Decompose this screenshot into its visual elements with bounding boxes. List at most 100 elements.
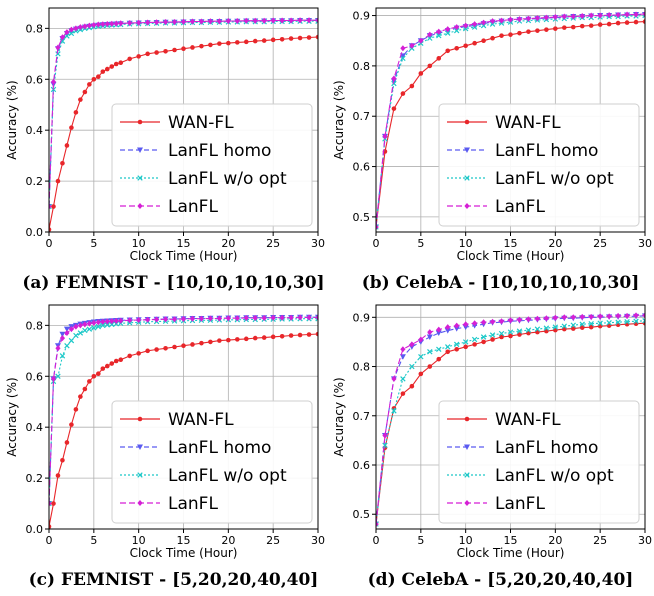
data-point <box>525 316 532 323</box>
data-point <box>376 224 379 230</box>
data-point <box>454 45 460 51</box>
data-point <box>409 83 415 89</box>
data-point <box>171 316 178 323</box>
data-point <box>100 366 106 371</box>
data-point <box>95 319 101 326</box>
data-point <box>69 125 74 130</box>
data-point <box>498 17 505 24</box>
data-point <box>64 29 70 36</box>
data-point <box>127 20 133 27</box>
data-point <box>489 332 496 338</box>
data-point <box>252 38 258 44</box>
data-point <box>118 317 124 324</box>
data-point <box>109 64 115 69</box>
data-point <box>315 34 318 40</box>
data-point <box>82 89 88 95</box>
series-line-3 <box>49 19 318 207</box>
data-point <box>481 339 486 345</box>
series-line-2 <box>49 20 318 207</box>
data-point <box>288 314 294 321</box>
data-point <box>561 323 568 329</box>
data-point <box>96 74 101 80</box>
data-point <box>163 345 168 351</box>
data-point <box>127 56 132 62</box>
data-point <box>82 23 88 30</box>
data-point <box>516 328 523 334</box>
data-point <box>78 394 83 399</box>
x-tick-label: 15 <box>504 534 518 547</box>
data-point <box>100 318 106 325</box>
data-point <box>113 61 119 67</box>
data-point <box>306 35 312 40</box>
data-point <box>49 500 52 507</box>
data-point <box>436 346 442 353</box>
data-point <box>544 27 549 32</box>
data-point <box>561 314 567 321</box>
data-point <box>462 25 469 32</box>
legend: WAN-FL LanFL homo LanFL w/o opt LanFL <box>111 400 313 524</box>
data-point <box>208 339 213 345</box>
data-point <box>100 322 106 329</box>
x-tick-label: 10 <box>459 237 473 250</box>
legend: WAN-FL LanFL homo LanFL w/o opt LanFL <box>111 103 313 227</box>
legend-label: LanFL homo <box>168 141 271 161</box>
data-point <box>109 20 115 27</box>
series-group <box>376 312 645 528</box>
data-point <box>445 349 451 355</box>
x-tick-label: 30 <box>311 237 325 250</box>
data-point <box>624 20 630 25</box>
data-point <box>51 501 56 506</box>
data-point <box>642 318 645 324</box>
x-tick-label: 5 <box>90 534 97 547</box>
data-point <box>208 42 213 48</box>
legend-label: WAN-FL <box>495 113 561 133</box>
data-point <box>49 203 52 210</box>
legend-marker <box>464 472 470 478</box>
data-point <box>624 11 630 18</box>
data-point <box>252 17 258 24</box>
data-point <box>181 46 186 52</box>
data-point <box>588 320 594 327</box>
legend-label: LanFL homo <box>495 141 598 161</box>
data-point <box>100 21 106 28</box>
data-point <box>87 82 92 87</box>
y-axis-label: Accuracy (%) <box>5 80 19 159</box>
data-point <box>615 12 621 19</box>
data-point <box>297 17 303 24</box>
data-point <box>481 19 487 26</box>
data-point <box>315 314 318 321</box>
data-point <box>624 312 630 319</box>
data-point <box>615 20 621 26</box>
data-point <box>543 315 549 322</box>
data-point <box>77 330 84 336</box>
data-point <box>391 80 397 87</box>
legend-box <box>111 103 313 227</box>
data-point <box>633 312 639 319</box>
data-point <box>436 56 442 61</box>
data-point <box>68 30 75 37</box>
data-point <box>400 391 406 396</box>
data-point <box>226 40 231 46</box>
legend-label: WAN-FL <box>168 410 234 430</box>
data-point <box>297 314 303 321</box>
legend-marker <box>137 416 143 422</box>
data-point <box>288 36 294 41</box>
data-point <box>63 326 70 333</box>
data-point <box>409 383 415 389</box>
data-point <box>642 11 645 18</box>
data-point <box>382 432 388 439</box>
data-point <box>552 314 558 321</box>
data-point <box>180 18 187 25</box>
data-point <box>64 440 70 445</box>
y-tick-label: 0.8 <box>26 22 44 35</box>
legend-marker <box>137 444 143 450</box>
data-point <box>55 178 61 184</box>
y-tick-label: 0.7 <box>353 110 371 123</box>
data-point <box>162 19 169 25</box>
legend-box <box>438 103 640 227</box>
legend-label: LanFL w/o opt <box>495 169 614 189</box>
data-point <box>409 341 415 348</box>
x-axis-label: Clock Time (Hour) <box>130 546 238 560</box>
data-point <box>534 15 540 22</box>
data-point <box>552 14 558 21</box>
